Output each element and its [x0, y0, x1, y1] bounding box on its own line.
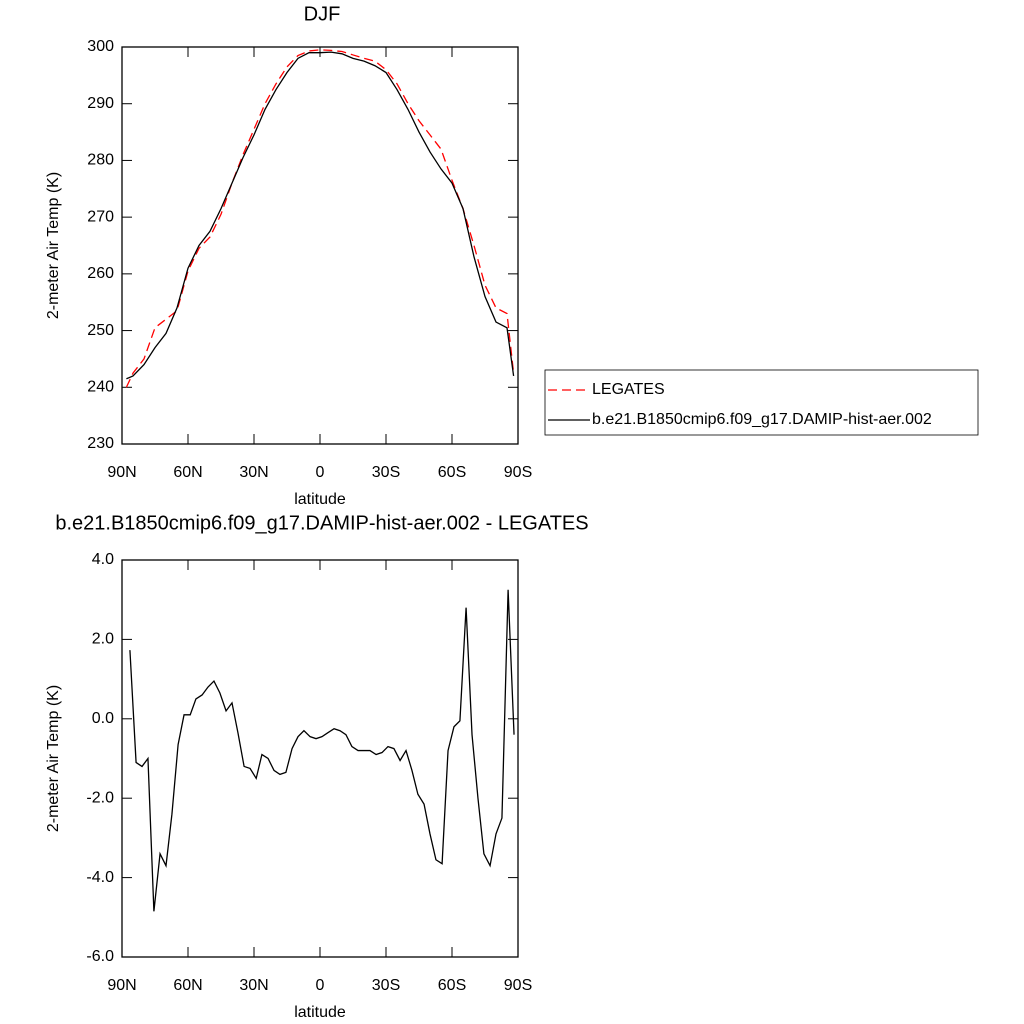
- chart-title: DJF: [304, 3, 341, 25]
- x-tick-label: 90N: [107, 977, 136, 994]
- y-tick-label: 300: [87, 38, 114, 55]
- x-tick-label: 60S: [438, 464, 466, 481]
- y-tick-label: 250: [87, 322, 114, 339]
- x-tick-label: 30S: [372, 977, 400, 994]
- x-tick-label: 90N: [107, 464, 136, 481]
- legend-label: LEGATES: [592, 381, 665, 398]
- x-tick-label: 0: [316, 464, 325, 481]
- y-axis-title: 2-meter Air Temp (K): [45, 172, 62, 319]
- y-tick-label: 260: [87, 265, 114, 282]
- x-axis-title: latitude: [294, 1004, 346, 1021]
- x-tick-label: 60N: [173, 977, 202, 994]
- x-tick-label: 0: [316, 977, 325, 994]
- x-tick-label: 60S: [438, 977, 466, 994]
- data-line: [129, 589, 515, 912]
- x-tick-label: 60N: [173, 464, 202, 481]
- x-tick-label: 90S: [504, 977, 532, 994]
- x-tick-label: 30S: [372, 464, 400, 481]
- legend-label: b.e21.B1850cmip6.f09_g17.DAMIP-hist-aer.…: [592, 411, 932, 428]
- y-tick-label: 280: [87, 152, 114, 169]
- x-tick-label: 30N: [239, 464, 268, 481]
- y-tick-label: 290: [87, 95, 114, 112]
- data-line: [126, 51, 515, 380]
- y-tick-label: -4.0: [86, 869, 114, 886]
- chart-title: b.e21.B1850cmip6.f09_g17.DAMIP-hist-aer.…: [55, 512, 588, 534]
- y-tick-label: 0.0: [92, 710, 114, 727]
- x-tick-label: 90S: [504, 464, 532, 481]
- plot-frame: [121, 46, 519, 445]
- y-tick-label: 4.0: [92, 551, 114, 568]
- y-tick-label: -2.0: [86, 789, 114, 806]
- y-tick-label: 230: [87, 435, 114, 452]
- plot-frame: [121, 559, 519, 958]
- x-tick-label: 30N: [239, 977, 268, 994]
- y-tick-label: 240: [87, 379, 114, 396]
- y-tick-label: 2.0: [92, 631, 114, 648]
- data-line: [125, 49, 515, 388]
- y-tick-label: 270: [87, 208, 114, 225]
- legend-box: [544, 369, 979, 436]
- x-axis-title: latitude: [294, 491, 346, 508]
- y-tick-label: -6.0: [86, 948, 114, 965]
- y-axis-title: 2-meter Air Temp (K): [45, 685, 62, 832]
